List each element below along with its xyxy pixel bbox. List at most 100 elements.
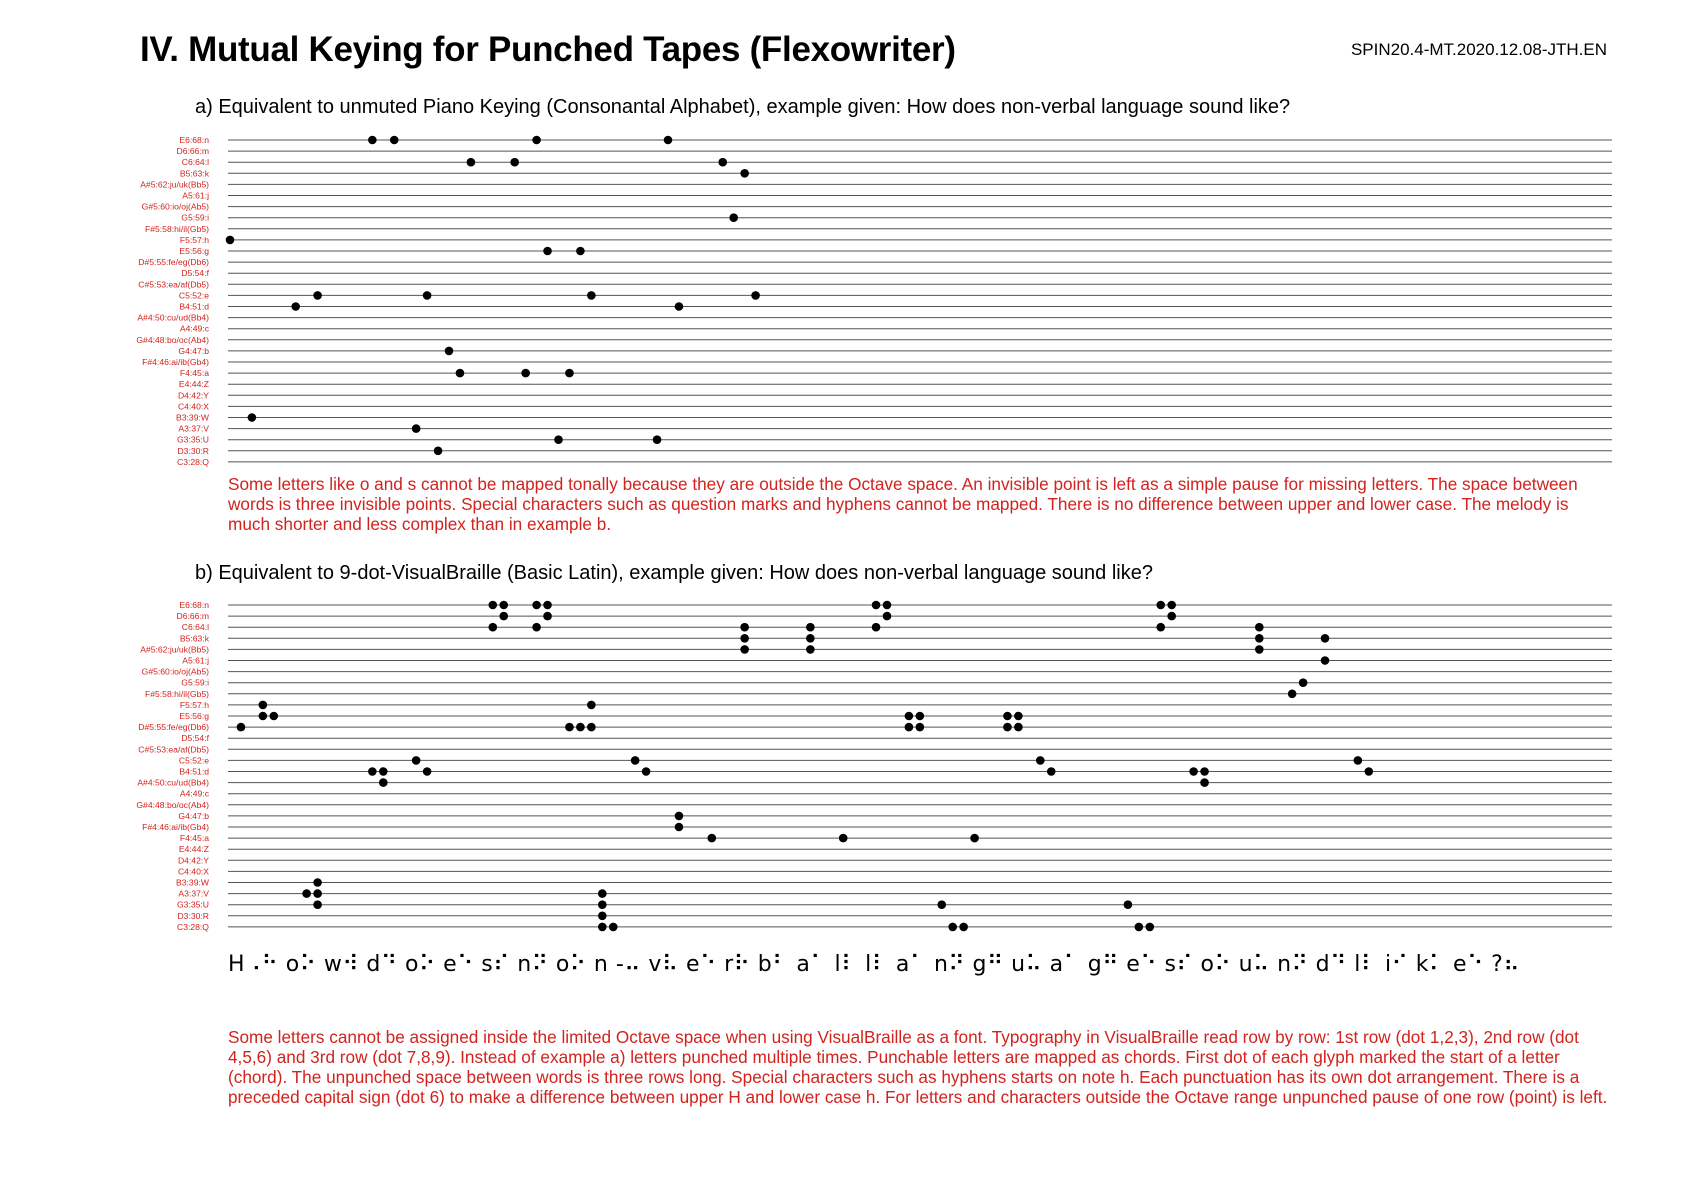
- staff-label: C3:28:Q: [177, 457, 209, 467]
- punch-dot: [882, 600, 892, 610]
- staff-label: G4:47:b: [178, 346, 209, 356]
- staff-label: B3:39:W: [176, 878, 210, 888]
- punch-dot: [904, 711, 914, 721]
- staff-label: B5:63:k: [180, 633, 210, 643]
- staff-label: A4:49:c: [180, 324, 210, 334]
- staff-label: G#4:48:bo/oc(Ab4): [136, 335, 209, 345]
- punch-dot: [948, 922, 957, 932]
- punch-dot: [674, 811, 684, 821]
- punch-dot: [455, 368, 465, 378]
- punch-dot: [1200, 778, 1209, 787]
- punch-dot: [510, 157, 519, 167]
- braille-text: H⠠⠓ o⠕ w⠺ d⠙ o⠕ e⠑ s⠎ n⠝ o⠕ n -⠤ v⠧ e⠑ r…: [228, 952, 1520, 977]
- punch-dot: [587, 700, 596, 710]
- punch-dot: [247, 413, 257, 422]
- punch-dot: [313, 900, 322, 909]
- punch-dot: [1036, 756, 1045, 765]
- punch-dot: [236, 722, 246, 732]
- punch-dot: [740, 622, 749, 632]
- staff-label: G3:35:U: [177, 900, 209, 910]
- punch-dot: [389, 135, 399, 145]
- staff-label: C4:40:X: [178, 866, 209, 876]
- punch-dot: [313, 889, 322, 898]
- punch-dot: [663, 135, 673, 145]
- punch-dot: [368, 767, 377, 776]
- punch-dot: [1298, 678, 1308, 687]
- punch-dot: [258, 711, 268, 721]
- staff-label: C5:52:e: [179, 290, 209, 300]
- staff-label: C6:64:l: [182, 622, 209, 632]
- punch-dot: [1320, 634, 1330, 643]
- staff-label: D4:42:Y: [178, 855, 209, 865]
- punch-dot: [1156, 622, 1166, 632]
- staff-label: E4:44:Z: [179, 379, 209, 389]
- punch-dot: [1014, 722, 1023, 732]
- punch-dot: [313, 291, 322, 300]
- punch-dot: [422, 291, 432, 300]
- punch-dot: [532, 600, 541, 610]
- punch-dot: [937, 900, 947, 909]
- punch-dot: [1353, 756, 1363, 765]
- section-a-note: Some letters like o and s cannot be mapp…: [228, 474, 1578, 534]
- punch-dot: [488, 622, 498, 632]
- punch-dot: [587, 291, 596, 300]
- punch-dot: [379, 767, 388, 776]
- punch-dot: [1145, 922, 1155, 932]
- punch-dot: [904, 722, 914, 732]
- staff-label: C3:28:Q: [177, 922, 209, 932]
- page-title: IV. Mutual Keying for Punched Tapes (Fle…: [140, 30, 956, 69]
- punch-dot: [1200, 767, 1209, 776]
- punch-dot: [1255, 645, 1264, 654]
- staff-label: E5:56:g: [179, 246, 209, 256]
- staff-label: G5:59:i: [181, 213, 209, 223]
- punch-dot: [1003, 711, 1012, 721]
- punch-dot: [444, 346, 454, 356]
- staff-label: F#4:46:ai/ib(Gb4): [142, 822, 209, 832]
- punch-dot: [313, 878, 322, 887]
- punch-dot: [674, 302, 684, 311]
- punch-dot: [1156, 600, 1166, 610]
- punch-dot: [871, 622, 881, 632]
- section-b-heading: b) Equivalent to 9-dot-VisualBraille (Ba…: [195, 562, 1153, 584]
- staff-label: F4:45:a: [180, 833, 209, 843]
- punch-dot: [598, 900, 607, 909]
- staff-label: G4:47:b: [178, 811, 209, 821]
- punch-dot: [751, 291, 760, 300]
- staff-label: A3:37:V: [178, 889, 209, 899]
- punch-dot: [411, 424, 421, 433]
- punch-dot: [1134, 922, 1144, 932]
- punch-dot: [521, 368, 530, 378]
- punch-dot: [806, 622, 815, 632]
- staff-label: G#4:48:bo/oc(Ab4): [136, 800, 209, 810]
- punch-dot: [543, 611, 552, 621]
- staff-label: A#5:62:ju/uk(Bb5): [140, 644, 209, 654]
- punch-dot: [652, 435, 662, 445]
- punch-dot: [433, 446, 443, 456]
- punch-dot: [806, 634, 815, 643]
- staff-label: F#5:58:hi/il(Gb5): [145, 689, 209, 699]
- punch-dot: [225, 235, 235, 245]
- punch-dot: [630, 756, 640, 765]
- staff-label: G#5:60:io/oj(Ab5): [142, 667, 209, 677]
- staff-label: E6:68:n: [179, 600, 209, 610]
- punch-dot: [674, 822, 684, 832]
- document-id: SPIN20.4-MT.2020.12.08-JTH.EN: [1350, 40, 1607, 59]
- punch-dot: [1014, 711, 1023, 721]
- punch-dot: [915, 711, 925, 721]
- staff-label: F4:45:a: [180, 368, 209, 378]
- punch-dot: [970, 833, 979, 843]
- punch-dot: [806, 645, 815, 654]
- staff-label: C#5:53:ea/af(Db5): [138, 279, 209, 289]
- punch-dot: [740, 169, 749, 178]
- staff-label: D4:42:Y: [178, 390, 209, 400]
- punch-dot: [543, 246, 552, 256]
- punch-dot: [466, 157, 476, 167]
- punch-dot: [368, 135, 377, 145]
- punch-dot: [379, 778, 388, 787]
- staff-label: F#5:58:hi/il(Gb5): [145, 224, 209, 234]
- punch-dot: [587, 722, 596, 732]
- punch-dot: [543, 600, 552, 610]
- staff-label: B4:51:d: [179, 302, 209, 312]
- punch-dot: [608, 922, 618, 932]
